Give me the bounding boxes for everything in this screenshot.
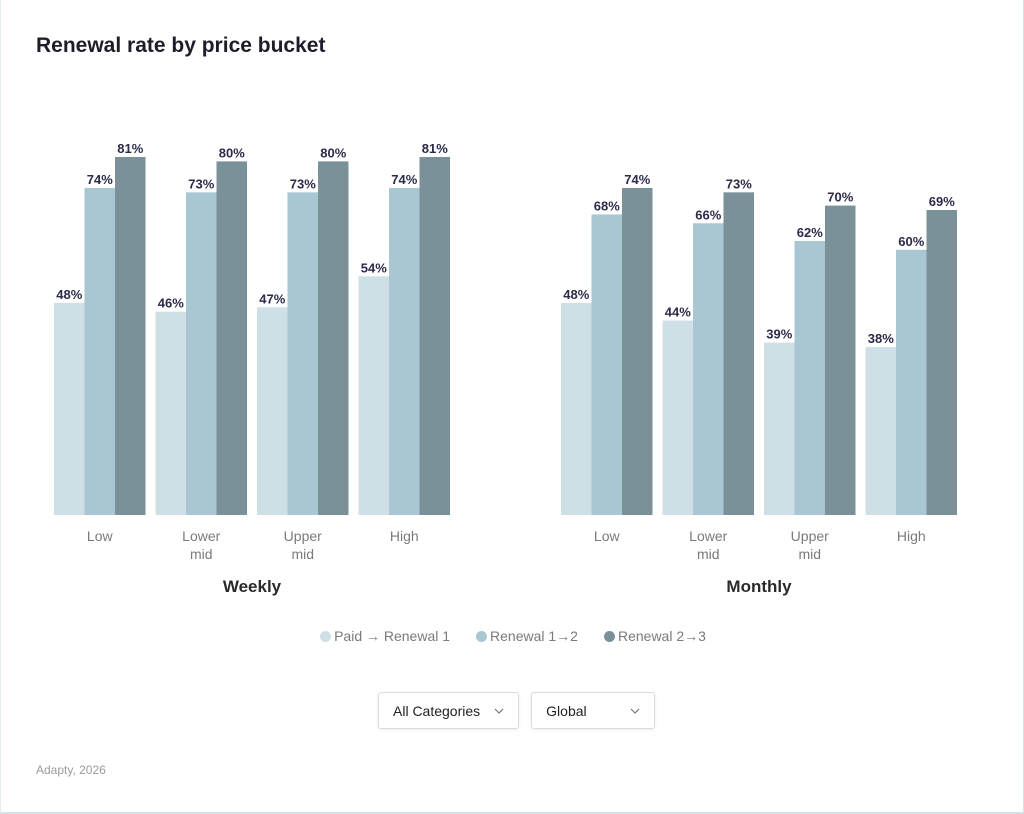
bar — [358, 276, 389, 515]
value-label: 66% — [695, 207, 721, 222]
legend-swatch — [603, 631, 615, 642]
value-label: 74% — [391, 172, 417, 187]
legend-item: Renewal 1→2 — [476, 628, 578, 644]
bar — [591, 214, 622, 515]
bar — [155, 311, 186, 515]
legend-label: Renewal 2→3 — [617, 628, 706, 644]
value-label: 54% — [361, 260, 387, 275]
x-tick-label: Lower mid — [689, 528, 728, 562]
x-tick-label: Low — [593, 528, 620, 544]
value-label: 48% — [56, 287, 82, 302]
value-label: 74% — [624, 172, 650, 187]
value-label: 69% — [929, 194, 955, 209]
value-label: 60% — [898, 234, 924, 249]
bar — [926, 210, 957, 515]
value-label: 74% — [87, 172, 113, 187]
x-tick-label: Lower mid — [182, 528, 221, 562]
legend: Paid → Renewal 1 Renewal 1→2 Renewal 2→3 — [1, 628, 1023, 644]
dropdown-label: Global — [546, 702, 587, 719]
value-label: 48% — [563, 287, 589, 302]
page-title: Renewal rate by price bucket — [36, 34, 326, 57]
x-tick-label: Upper mid — [283, 528, 322, 562]
value-label: 80% — [320, 145, 346, 160]
value-label: 73% — [188, 176, 214, 191]
chart-subtitle: Monthly — [726, 577, 792, 596]
bar — [186, 192, 217, 515]
legend-swatch — [476, 631, 488, 642]
x-tick-label: High — [389, 528, 419, 544]
legend-item: Paid → Renewal 1 — [320, 628, 450, 644]
bar — [693, 223, 724, 515]
chevron — [494, 708, 504, 714]
value-label: 81% — [117, 141, 143, 156]
chevron — [630, 708, 640, 714]
dropdown[interactable]: Global — [531, 692, 656, 729]
value-label: 62% — [797, 225, 823, 240]
bar — [794, 240, 825, 515]
legend-item: Renewal 2→3 — [603, 628, 706, 644]
bar — [54, 302, 85, 515]
dropdown[interactable]: All Categories — [378, 692, 520, 729]
bar — [216, 161, 247, 515]
bar — [561, 302, 592, 515]
bar — [896, 249, 927, 516]
value-label: 80% — [219, 145, 245, 160]
bar — [115, 156, 146, 516]
bar — [764, 342, 795, 515]
bar — [389, 187, 420, 516]
value-label: 38% — [868, 331, 894, 346]
bar — [622, 187, 653, 516]
value-label: 46% — [158, 296, 184, 311]
x-tick-label: High — [896, 528, 926, 544]
bar — [287, 192, 318, 515]
bar — [865, 347, 896, 515]
x-tick-label: Low — [86, 528, 113, 544]
value-label: 73% — [290, 176, 316, 191]
bar — [662, 320, 693, 515]
value-label: 68% — [594, 198, 620, 213]
charts: 48% 74% 81% 46% 73% 80% 47% 73% 80% 54% 74% 81% 48% 6… — [54, 141, 957, 516]
legend-label: Paid → Renewal 1 — [334, 628, 451, 644]
legend-swatch — [320, 631, 332, 642]
chart-subtitle: Weekly — [222, 577, 282, 596]
value-label: 81% — [422, 141, 448, 156]
bar — [84, 187, 115, 516]
value-label: 39% — [766, 327, 792, 342]
footer: Adapty, 2026 — [36, 763, 106, 777]
legend-label: Renewal 1→2 — [490, 628, 578, 644]
value-label: 47% — [259, 291, 285, 306]
x-tick-label: Upper mid — [790, 528, 829, 562]
bar — [419, 156, 450, 516]
value-label: 73% — [726, 176, 752, 191]
bar — [257, 307, 288, 515]
value-label: 70% — [827, 190, 853, 205]
dropdown-label: All Categories — [393, 702, 481, 719]
bar — [723, 192, 754, 515]
value-label: 44% — [665, 305, 691, 320]
bar — [825, 205, 856, 515]
bar — [318, 161, 349, 515]
filters: All Categories Global — [378, 692, 656, 729]
